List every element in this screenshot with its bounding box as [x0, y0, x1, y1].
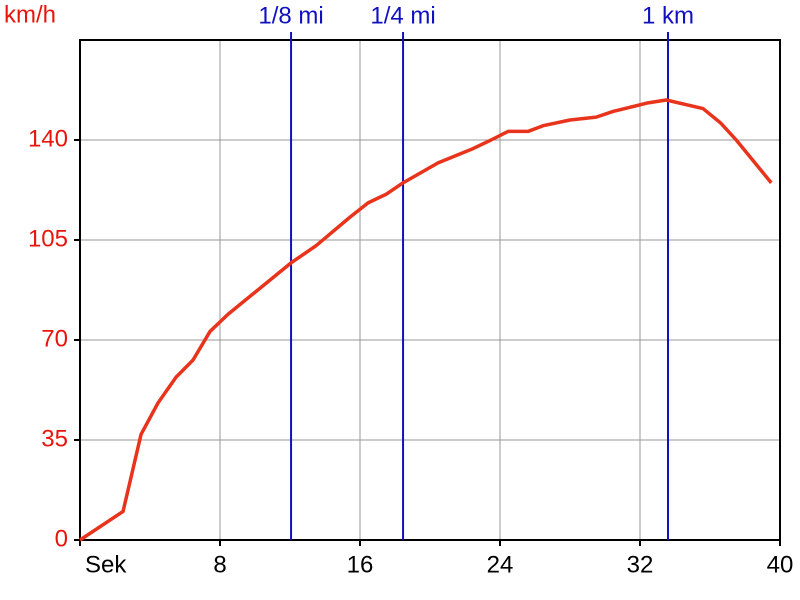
x-tick-label: 32	[627, 551, 654, 578]
y-tick-label: 0	[55, 525, 68, 552]
distance-marker-label: 1 km	[642, 2, 694, 29]
y-tick-label: 35	[41, 425, 68, 452]
distance-marker-label: 1/8 mi	[258, 2, 323, 29]
distance-marker-label: 1/4 mi	[370, 2, 435, 29]
plot-border	[79, 39, 781, 541]
y-tick-label: 140	[28, 125, 68, 152]
y-tick-label: 105	[28, 225, 68, 252]
x-tick-label: 8	[213, 551, 226, 578]
x-tick-label: 24	[487, 551, 514, 578]
x-tick-label: 40	[767, 551, 794, 578]
x-tick-label: Sek	[85, 551, 127, 578]
y-tick-label: 70	[41, 325, 68, 352]
x-tick-label: 16	[347, 551, 374, 578]
y-axis-label: km/h	[4, 1, 56, 28]
speed-line	[79, 98, 773, 542]
